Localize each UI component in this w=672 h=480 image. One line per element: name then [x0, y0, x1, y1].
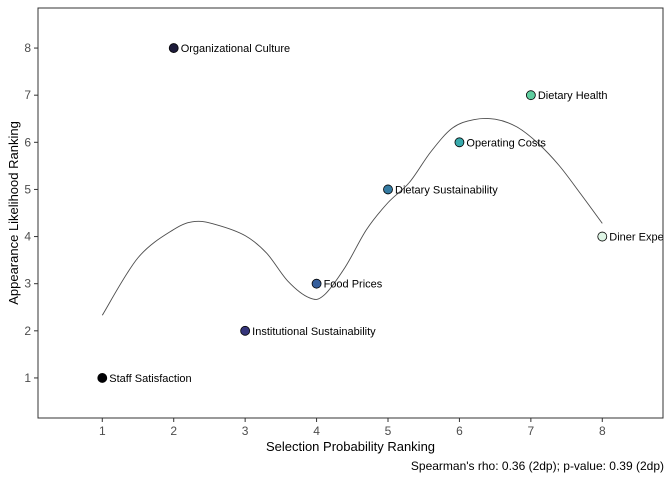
- x-tick-label: 6: [456, 424, 463, 438]
- data-point: [168, 43, 179, 53]
- x-tick-label: 4: [313, 424, 320, 438]
- data-point: [311, 278, 322, 289]
- y-axis-ticks: 1 2 3 4 5 6 7 8: [24, 41, 38, 385]
- x-tick-label: 2: [170, 424, 177, 438]
- point-label: Dietary Sustainability: [395, 184, 498, 196]
- point-label: Food Prices: [324, 279, 383, 291]
- x-tick-label: 8: [599, 424, 606, 438]
- point-label: Dietary Health: [538, 90, 608, 102]
- trend-line: [101, 118, 603, 316]
- x-tick-label: 7: [528, 424, 535, 438]
- point-label: Organizational Culture: [181, 43, 290, 55]
- y-tick-label: 1: [24, 371, 31, 385]
- panel-border: [37, 7, 664, 419]
- y-tick-label: 7: [24, 88, 31, 102]
- y-axis-title: Appearance Likelihood Ranking: [6, 121, 21, 305]
- data-point: [383, 184, 393, 195]
- chart-caption: Spearman's rho: 0.36 (2dp); p-value: 0.3…: [411, 459, 664, 473]
- point-label: Institutional Sustainability: [252, 326, 376, 338]
- point-label: Staff Satisfaction: [109, 373, 191, 385]
- y-tick-label: 2: [24, 324, 31, 338]
- data-point: [97, 373, 108, 383]
- point-label: Operating Costs: [466, 137, 546, 149]
- y-tick-label: 3: [24, 277, 31, 291]
- y-tick-label: 6: [24, 135, 31, 149]
- x-axis-title: Selection Probability Ranking: [266, 439, 435, 454]
- y-tick-label: 4: [24, 230, 31, 244]
- data-point: [525, 90, 536, 101]
- x-axis-ticks: 1 2 3 4 5 6 7 8: [99, 418, 606, 438]
- x-tick-label: 3: [242, 424, 249, 438]
- data-point: [454, 137, 465, 148]
- x-tick-label: 1: [99, 424, 106, 438]
- data-point: [240, 325, 251, 336]
- data-point: [597, 231, 608, 242]
- y-tick-label: 5: [24, 182, 31, 196]
- point-label: Diner Expe: [609, 232, 663, 244]
- x-tick-label: 5: [385, 424, 392, 438]
- y-tick-label: 8: [24, 41, 31, 55]
